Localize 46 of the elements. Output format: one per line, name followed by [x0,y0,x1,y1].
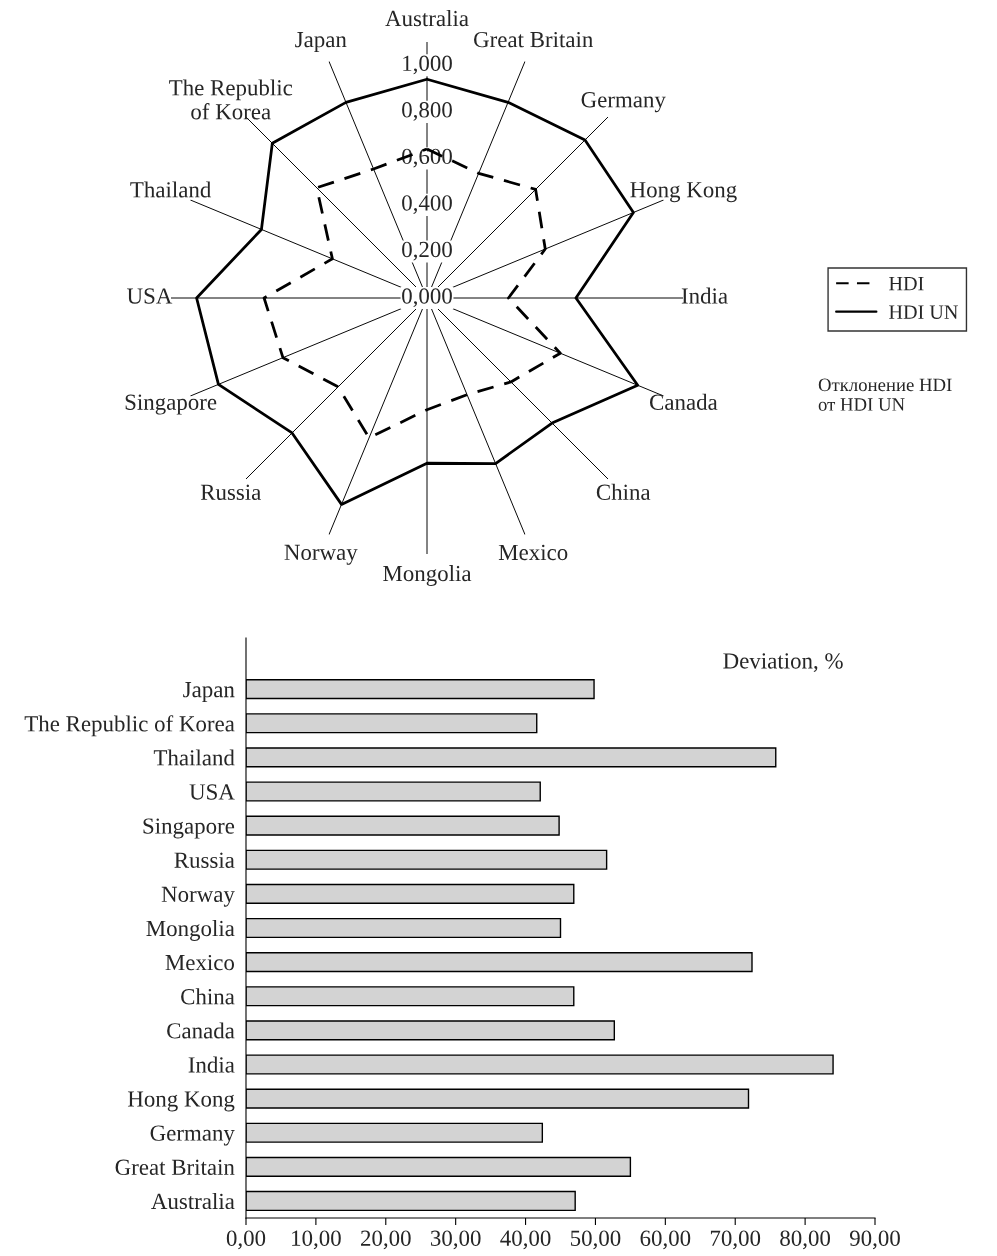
x-tick-label: 90,00 [849,1230,900,1250]
y-tick-label: Germany [150,1125,235,1146]
spoke-label: Germany [581,92,666,113]
chart-title: Deviation, % [723,653,843,672]
y-tick-label: Mexico [165,954,235,971]
spoke-label: India [681,287,728,304]
y-tick-label: 0,000 [402,288,452,308]
x-tick-label: 60,00 [640,1230,691,1250]
spoke-label: Great Britain [474,31,593,48]
legend-label: HDI [889,277,924,291]
spoke-label: Mexico [498,544,568,561]
x-tick-label: 80,00 [780,1230,831,1250]
y-tick-label: The Republic of Korea [24,715,235,737]
spoke-label: China [596,483,651,500]
y-tick-label: Singapore [143,818,235,839]
y-tick-label: 0,400 [402,195,452,214]
spoke-label: Norway [284,544,358,565]
y-tick-label: Mongolia [146,920,235,941]
x-tick-label: 20,00 [361,1230,411,1250]
y-tick-label: Thailand [153,749,235,766]
x-tick-label: 50,00 [571,1230,621,1250]
x-tick-label: 70,00 [710,1230,761,1250]
x-tick-label: 30,00 [430,1230,481,1250]
spoke-label: Russia [200,484,261,500]
y-tick-label: Canada [167,1022,235,1039]
text: Отклонение HDI от HDI UN [818,378,952,411]
x-tick-label: 10,00 [292,1230,341,1250]
x-tick-label: 40,00 [500,1230,551,1250]
spoke-label: Japan [295,32,347,52]
spoke-label: Canada [649,393,718,410]
y-tick-label: Japan [183,682,235,703]
legend-label: HDI UN [889,305,958,319]
y-tick-label: 1,000 [403,55,452,75]
spoke-label: Hong Kong [630,182,737,203]
y-tick-label: India [188,1056,235,1073]
y-tick-label: Australia [151,1192,235,1210]
y-tick-label: 0,200 [402,241,452,261]
y-tick-label: USA [189,784,235,800]
y-tick-label: Russia [174,852,235,868]
x-tick-label: 0,00 [226,1230,266,1250]
y-tick-label: China [181,988,235,1005]
spoke-label: USA [127,288,173,304]
y-tick-label: Hong Kong [127,1091,235,1112]
y-tick-label: Great Britain [115,1159,235,1175]
y-tick-label: Norway [161,886,235,907]
y-tick-label: 0,800 [402,102,452,121]
